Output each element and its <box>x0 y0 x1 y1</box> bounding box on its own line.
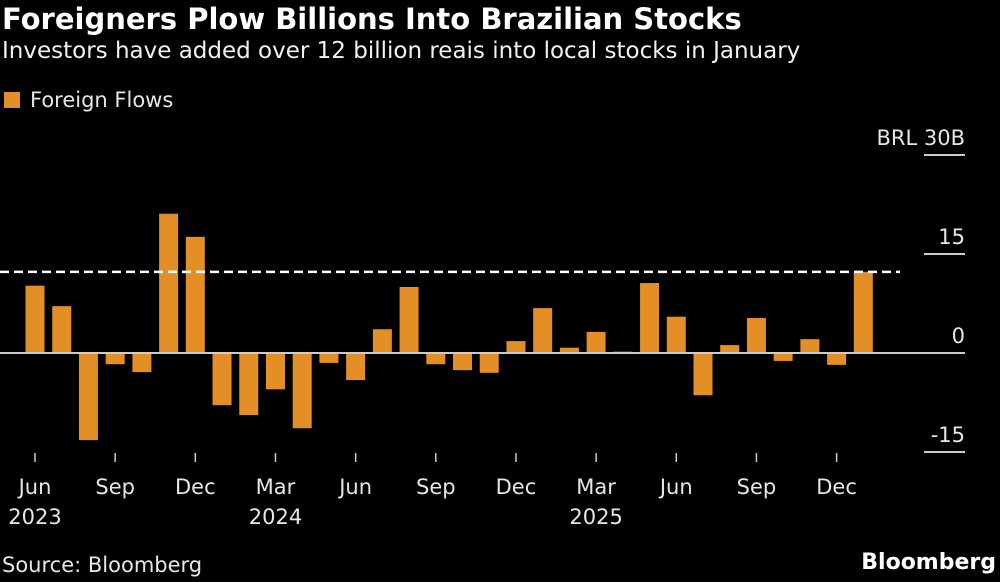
bar <box>372 329 392 353</box>
bar <box>159 213 179 353</box>
bar <box>559 347 579 353</box>
bar <box>78 353 98 441</box>
bar <box>506 341 526 353</box>
brand-logo: Bloomberg <box>861 550 996 575</box>
bar <box>346 353 366 381</box>
bar <box>292 353 312 429</box>
bar <box>479 353 499 373</box>
x-year-label: 2024 <box>249 505 302 529</box>
bar <box>720 345 740 353</box>
x-tick-label: Dec <box>175 475 216 499</box>
bar <box>52 306 72 353</box>
bar <box>399 287 419 353</box>
x-year-label: 2025 <box>569 505 622 529</box>
bar <box>265 353 285 390</box>
y-tick-label: BRL 30B <box>876 126 965 150</box>
y-tick-label: 0 <box>952 324 965 348</box>
x-tick-label: Jun <box>337 475 372 499</box>
bar <box>319 353 339 363</box>
bar <box>533 308 553 353</box>
x-tick-label: Sep <box>416 475 456 499</box>
bar <box>746 318 766 353</box>
source-note: Source: Bloomberg <box>2 553 203 577</box>
x-tick-label: Sep <box>95 475 135 499</box>
x-tick-label: Jun <box>658 475 693 499</box>
x-tick-label: Dec <box>816 475 857 499</box>
legend: Foreign Flows <box>4 88 173 112</box>
x-tick-label: Dec <box>496 475 537 499</box>
bar <box>212 353 232 406</box>
x-tick-label: Jun <box>17 475 52 499</box>
bar <box>853 271 873 353</box>
bar <box>132 353 152 373</box>
bar <box>773 353 793 361</box>
x-year-label: 2023 <box>8 505 61 529</box>
bar <box>693 353 713 396</box>
x-tick-label: Mar <box>256 475 296 499</box>
bar <box>185 236 205 353</box>
x-tick-label: Mar <box>576 475 616 499</box>
legend-swatch <box>4 92 20 108</box>
bar <box>800 339 820 353</box>
chart-subtitle: Investors have added over 12 billion rea… <box>2 38 801 64</box>
x-tick-label: Sep <box>737 475 777 499</box>
y-tick-label: -15 <box>931 423 965 447</box>
legend-label: Foreign Flows <box>30 88 174 112</box>
bar <box>426 353 446 365</box>
bar <box>666 316 686 353</box>
y-tick-label: 15 <box>938 225 965 249</box>
bar <box>105 353 125 365</box>
bar <box>453 353 473 371</box>
chart-title: Foreigners Plow Billions Into Brazilian … <box>2 2 742 36</box>
bar <box>25 285 45 353</box>
bar <box>827 353 847 365</box>
bar <box>239 353 259 416</box>
bar <box>640 283 660 353</box>
bar <box>586 331 606 353</box>
